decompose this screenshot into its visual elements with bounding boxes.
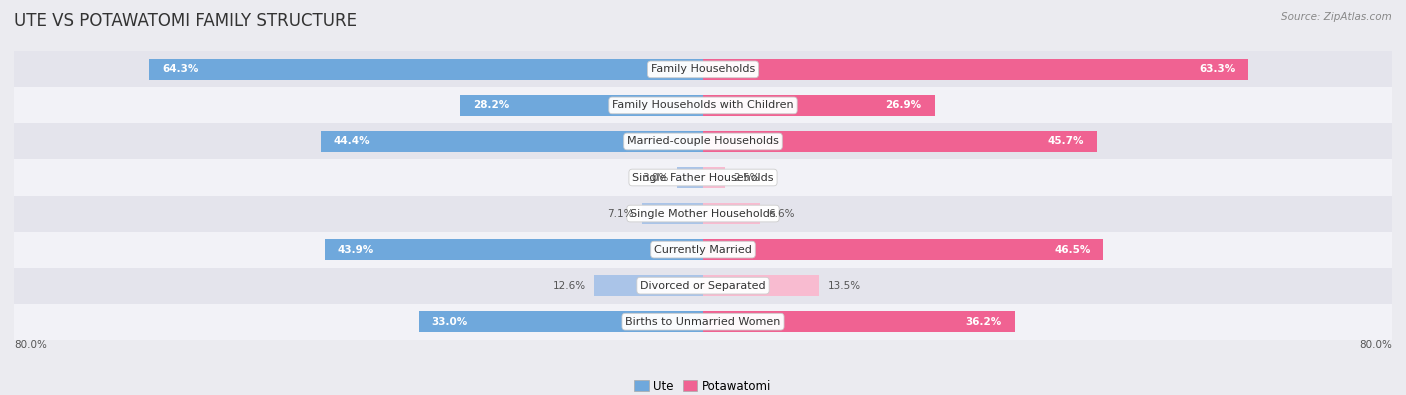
Legend: Ute, Potawatomi: Ute, Potawatomi	[630, 375, 776, 395]
Bar	[678, 167, 703, 188]
Text: 45.7%: 45.7%	[1047, 136, 1084, 147]
Text: Source: ZipAtlas.com: Source: ZipAtlas.com	[1281, 12, 1392, 22]
Bar	[14, 231, 1392, 268]
Bar	[703, 167, 724, 188]
Text: Married-couple Households: Married-couple Households	[627, 136, 779, 147]
Bar	[14, 304, 1392, 340]
Bar	[14, 268, 1392, 304]
Text: 26.9%: 26.9%	[886, 100, 922, 111]
Bar	[460, 95, 703, 116]
Text: Currently Married: Currently Married	[654, 245, 752, 255]
Text: UTE VS POTAWATOMI FAMILY STRUCTURE: UTE VS POTAWATOMI FAMILY STRUCTURE	[14, 12, 357, 30]
Bar	[643, 203, 703, 224]
Text: Single Father Households: Single Father Households	[633, 173, 773, 182]
Bar	[703, 203, 759, 224]
Text: 43.9%: 43.9%	[337, 245, 374, 255]
Text: 36.2%: 36.2%	[966, 317, 1002, 327]
Text: 80.0%: 80.0%	[1360, 340, 1392, 350]
Bar	[419, 311, 703, 332]
Bar	[321, 131, 703, 152]
Text: 2.5%: 2.5%	[733, 173, 759, 182]
Text: Divorced or Separated: Divorced or Separated	[640, 280, 766, 291]
Bar	[14, 123, 1392, 160]
Text: 7.1%: 7.1%	[607, 209, 633, 218]
Bar	[14, 160, 1392, 196]
Bar	[703, 131, 1097, 152]
Bar	[703, 311, 1015, 332]
Text: 33.0%: 33.0%	[432, 317, 468, 327]
Bar	[703, 239, 1104, 260]
Text: Births to Unmarried Women: Births to Unmarried Women	[626, 317, 780, 327]
Bar	[595, 275, 703, 296]
Bar	[14, 196, 1392, 231]
Text: Family Households with Children: Family Households with Children	[612, 100, 794, 111]
Text: 13.5%: 13.5%	[828, 280, 860, 291]
Bar	[149, 59, 703, 80]
Text: 44.4%: 44.4%	[333, 136, 370, 147]
Bar	[703, 275, 820, 296]
Bar	[325, 239, 703, 260]
Text: 46.5%: 46.5%	[1054, 245, 1091, 255]
Bar	[703, 59, 1249, 80]
Text: 3.0%: 3.0%	[643, 173, 669, 182]
Bar	[703, 95, 935, 116]
Bar	[14, 51, 1392, 87]
Text: 28.2%: 28.2%	[472, 100, 509, 111]
Text: 80.0%: 80.0%	[14, 340, 46, 350]
Text: 12.6%: 12.6%	[553, 280, 586, 291]
Text: Single Mother Households: Single Mother Households	[630, 209, 776, 218]
Text: 6.6%: 6.6%	[769, 209, 794, 218]
Text: 64.3%: 64.3%	[162, 64, 198, 74]
Text: Family Households: Family Households	[651, 64, 755, 74]
Text: 63.3%: 63.3%	[1199, 64, 1236, 74]
Bar	[14, 87, 1392, 123]
